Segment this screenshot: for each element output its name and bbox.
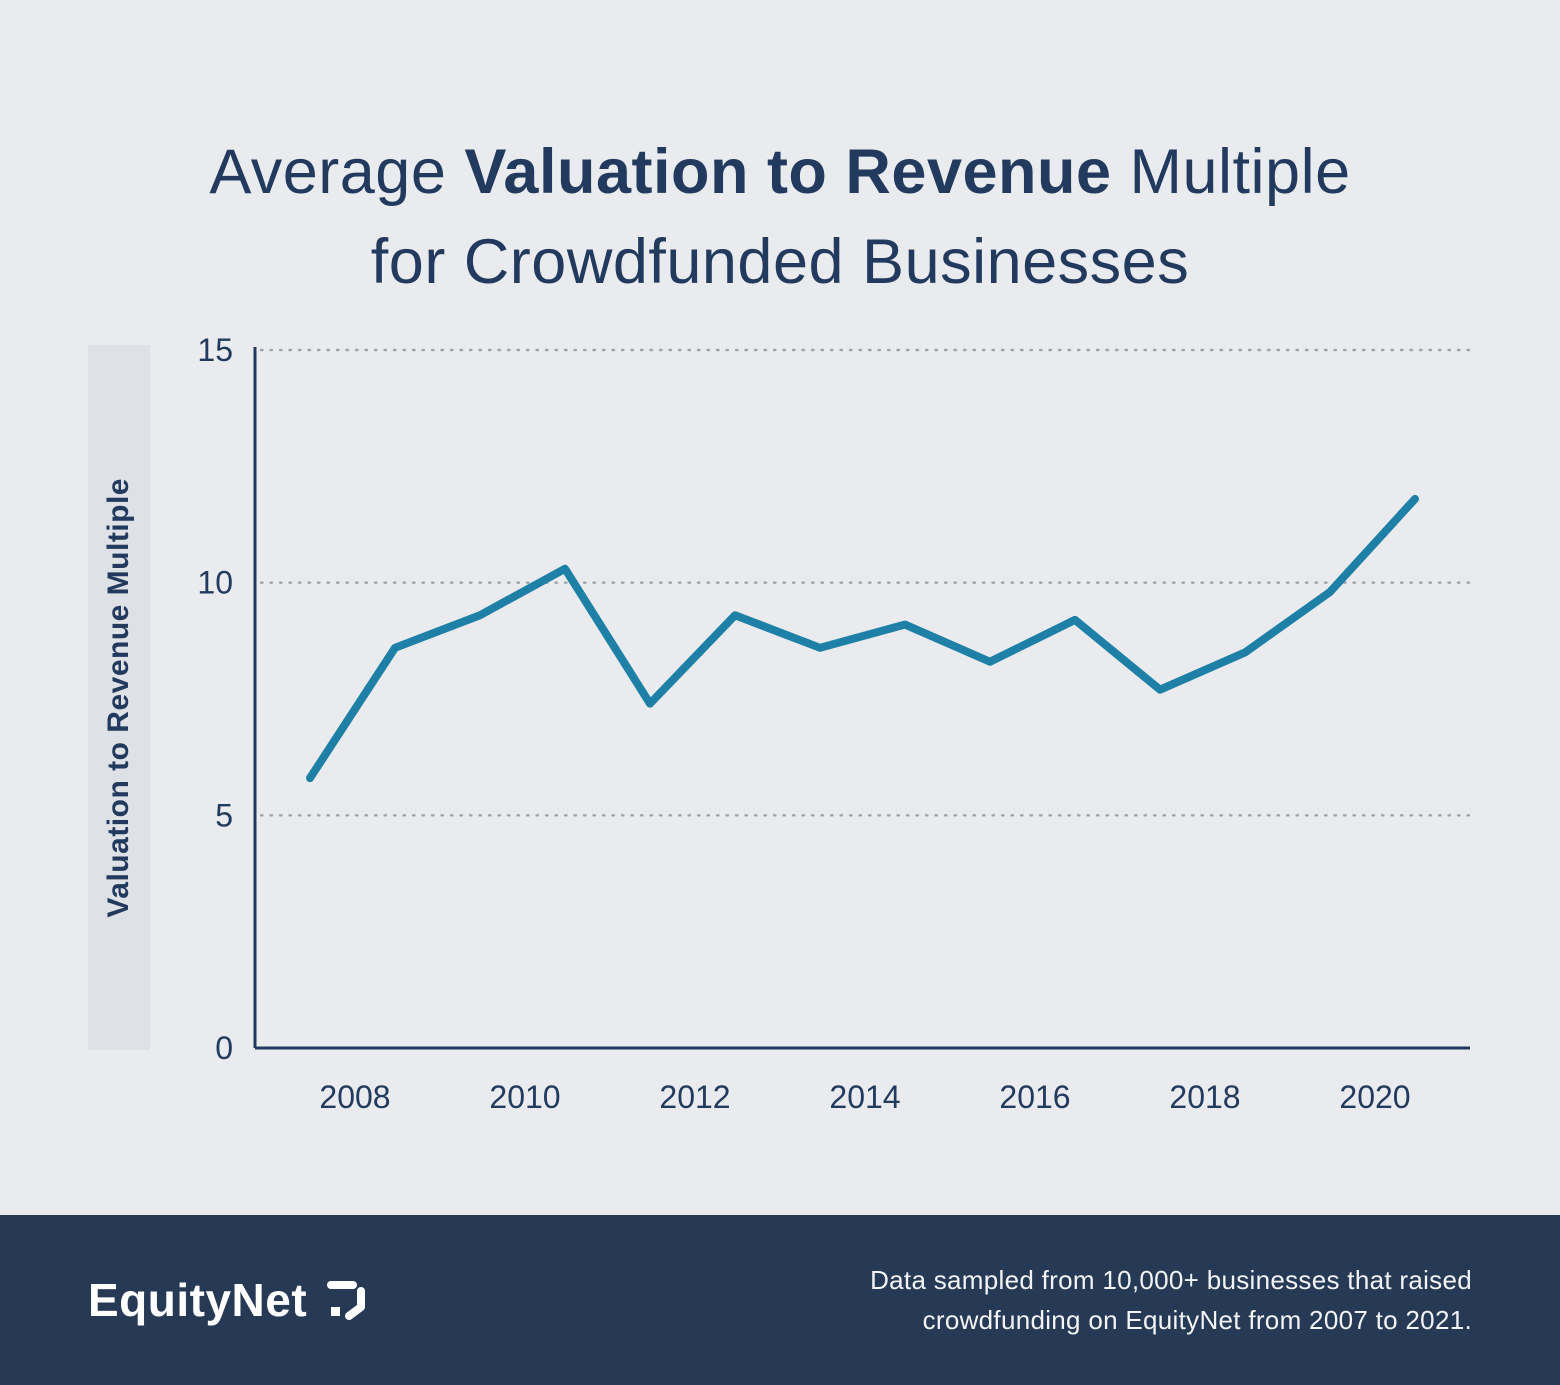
x-tick-label: 2014 [829, 1079, 900, 1115]
title-bold: Valuation to Revenue [464, 137, 1112, 208]
title-suffix: Multiple [1111, 137, 1351, 208]
equitynet-logo-mark [327, 1281, 366, 1320]
y-tick-label: 5 [215, 797, 233, 833]
footer-note: Data sampled from 10,000+ businesses tha… [870, 1215, 1472, 1385]
x-tick-label: 2008 [319, 1079, 390, 1115]
x-tick-label: 2010 [489, 1079, 560, 1115]
y-tick-label: 10 [197, 565, 233, 601]
brand-name: EquityNet [88, 1274, 308, 1326]
y-tick-label: 15 [197, 332, 233, 368]
brand-logo: EquityNet [88, 1215, 369, 1385]
footer-note-line1: Data sampled from 10,000+ businesses tha… [870, 1264, 1472, 1295]
x-tick-label: 2020 [1339, 1079, 1410, 1115]
chart-title: Average Valuation to Revenue Multiple fo… [0, 128, 1560, 307]
footer-note-line2: crowdfunding on EquityNet from 2007 to 2… [922, 1305, 1472, 1335]
footer-bar: EquityNet Data sampled from 10,000+ busi… [0, 1215, 1560, 1385]
line-chart: 0 5 10 15 2008 2010 2012 2014 2016 2018 2020 [197, 332, 1472, 1115]
y-tick-label: 0 [215, 1030, 233, 1066]
title-line2: for Crowdfunded Businesses [370, 226, 1190, 297]
y-axis-title: Valuation to Revenue Multiple [102, 477, 135, 918]
data-line-series [306, 494, 1419, 783]
x-tick-label: 2012 [659, 1079, 730, 1115]
title-prefix: Average [209, 137, 465, 208]
x-tick-label: 2016 [999, 1079, 1070, 1115]
title-line1: Average Valuation to Revenue Multiple [209, 137, 1350, 207]
x-tick-label: 2018 [1169, 1079, 1240, 1115]
y-axis-band: Valuation to Revenue Multiple [88, 345, 150, 1050]
